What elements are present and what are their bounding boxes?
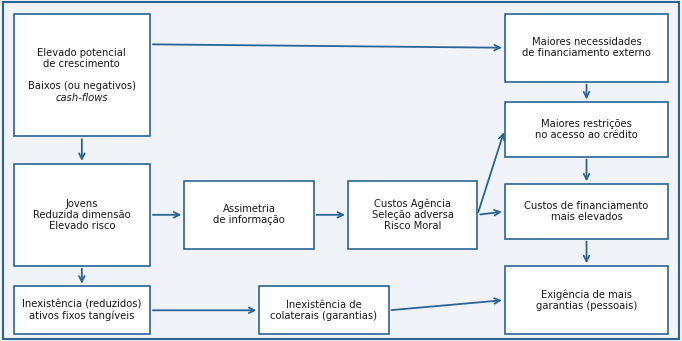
FancyBboxPatch shape (14, 286, 150, 334)
FancyBboxPatch shape (14, 164, 150, 266)
Text: cash-flows: cash-flows (55, 92, 108, 103)
Text: Custos Agência: Custos Agência (374, 198, 451, 209)
Text: no acesso ao crédito: no acesso ao crédito (535, 130, 638, 140)
FancyBboxPatch shape (505, 102, 668, 157)
Text: Maiores necessidades: Maiores necessidades (532, 37, 641, 47)
FancyBboxPatch shape (505, 14, 668, 82)
Text: Inexistência (reduzidos): Inexistência (reduzidos) (22, 300, 142, 310)
Text: de financiamento externo: de financiamento externo (522, 48, 651, 58)
FancyBboxPatch shape (14, 14, 150, 136)
Text: ativos fixos tangíveis: ativos fixos tangíveis (29, 311, 134, 321)
Text: de crescimento: de crescimento (44, 59, 120, 69)
Text: garantias (pessoais): garantias (pessoais) (536, 301, 637, 311)
Text: Custos de financiamento: Custos de financiamento (524, 201, 649, 211)
Text: de informação: de informação (213, 216, 285, 225)
Text: Seleção adversa: Seleção adversa (372, 210, 454, 220)
Text: Jovens: Jovens (65, 198, 98, 209)
Text: Maiores restrições: Maiores restrições (541, 119, 632, 129)
Text: Assimetria: Assimetria (222, 204, 276, 214)
Text: Inexistência de: Inexistência de (286, 300, 362, 310)
Text: colaterais (garantias): colaterais (garantias) (271, 311, 377, 321)
Text: Baixos (ou negativos): Baixos (ou negativos) (28, 81, 136, 91)
FancyBboxPatch shape (505, 266, 668, 334)
FancyBboxPatch shape (348, 181, 477, 249)
FancyBboxPatch shape (259, 286, 389, 334)
Text: Exigência de mais: Exigência de mais (541, 289, 632, 300)
FancyBboxPatch shape (505, 184, 668, 239)
Text: Risco Moral: Risco Moral (384, 221, 441, 231)
Text: Elevado potencial: Elevado potencial (38, 47, 126, 58)
FancyBboxPatch shape (3, 2, 679, 339)
Text: Reduzida dimensão: Reduzida dimensão (33, 210, 131, 220)
Text: Elevado risco: Elevado risco (48, 221, 115, 231)
Text: mais elevados: mais elevados (550, 212, 623, 222)
FancyBboxPatch shape (184, 181, 314, 249)
